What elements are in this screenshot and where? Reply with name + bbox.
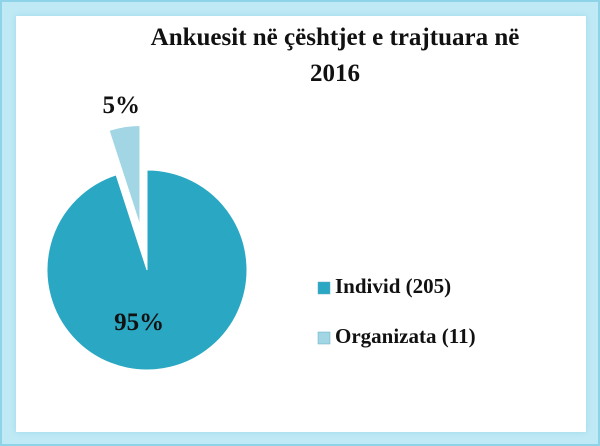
data-label: 5% <box>102 92 140 119</box>
pie-slice <box>46 169 248 371</box>
data-label: 95% <box>114 309 164 336</box>
legend-marker <box>317 281 331 295</box>
legend-marker <box>317 331 331 345</box>
chart-title: Ankuesit në çështjet e trajtuara në 2016 <box>150 24 520 87</box>
legend-label: Organizata (11) <box>335 324 476 348</box>
legend-label: Individ (205) <box>335 274 451 298</box>
pie-slice <box>108 125 141 226</box>
